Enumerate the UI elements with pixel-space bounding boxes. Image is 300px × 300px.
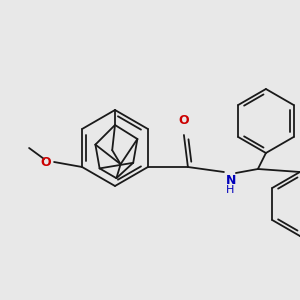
Text: H: H [226,185,234,195]
Text: O: O [40,155,51,169]
Text: O: O [178,114,189,127]
Text: N: N [226,174,236,187]
